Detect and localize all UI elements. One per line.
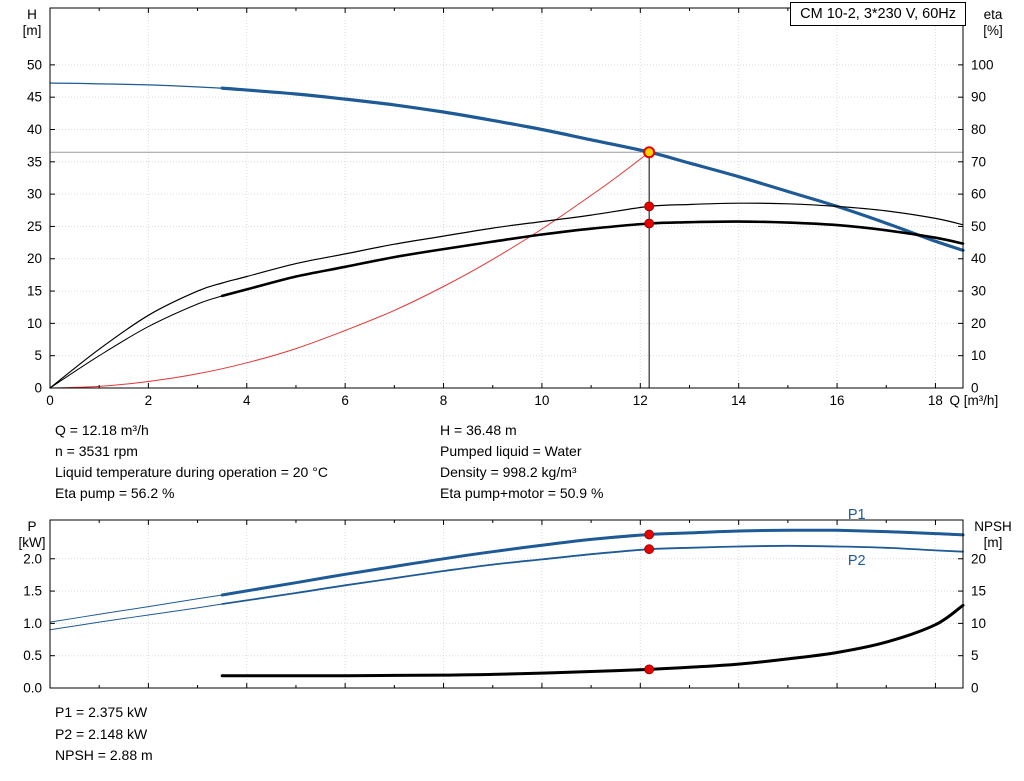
y-right-tick-label: 10 (971, 348, 986, 363)
y-right-tick-label: 80 (971, 122, 986, 137)
y-right-tick-label: 20 (971, 316, 986, 331)
y-right-tick-label: 40 (971, 251, 986, 266)
y-right-tick-label: 100 (971, 57, 994, 72)
y-right-tick-label: 5 (971, 648, 979, 663)
gridlines (50, 520, 963, 688)
y-right-tick-label: 0 (971, 381, 979, 396)
y-right-axis-unit: [m] (984, 535, 1003, 550)
y-left-tick-label: 30 (27, 187, 42, 202)
power-npsh-chart: 0.0 0.5 1.0 1.5 2.0 0 5 10 15 20 P[kW] NPSH[m] P1 P2 (19, 507, 1012, 696)
info-line-eta-pump: Eta pump = 56.2 % (55, 485, 175, 501)
y-right-tick-label: 0 (971, 681, 979, 696)
y-right-tick-label: 70 (971, 154, 986, 169)
y-left-tick-label: 0.0 (23, 681, 42, 696)
system-curve (49, 151, 650, 389)
y-left-tick-label: 40 (27, 122, 42, 137)
p2-curve (221, 544, 964, 605)
qh-eta-chart: 0 2 4 6 8 10 12 14 16 18 Q [m³/h]05101520253035404… (23, 7, 1003, 408)
info-line-liquid-temperature: Liquid temperature during operation = 20… (55, 464, 328, 480)
info-line-eta-pump-motor: Eta pump+motor = 50.9 % (440, 485, 604, 501)
y-left-tick-label: 2.0 (23, 551, 42, 566)
info-line-head: H = 36.48 m (440, 422, 517, 438)
gridlines (50, 8, 963, 388)
y-left-tick-label: 0 (34, 381, 42, 396)
y-left-tick-label: 1.0 (23, 616, 42, 631)
y-left-tick-label: 50 (27, 57, 42, 72)
eta-pump-motor-curve (220, 220, 965, 298)
operating-point-right-column: H = 36.48 m Pumped liquid = Water Densit… (440, 420, 603, 504)
axis-ticks (49, 520, 963, 689)
axis-ticks (49, 8, 963, 389)
info-line-density: Density = 998.2 kg/m³ (440, 464, 577, 480)
series-label-p2: P2 (848, 553, 866, 569)
x-tick-label: 6 (341, 393, 349, 408)
head-curve-outside-range (49, 82, 223, 89)
x-tick-label: 0 (46, 393, 54, 408)
y-left-axis-name: P (27, 519, 36, 534)
operating-point-dot (644, 664, 655, 675)
y-left-tick-label: 45 (27, 90, 42, 105)
y-right-tick-label: 50 (971, 219, 986, 234)
duty-point-marker (643, 146, 656, 159)
pump-model-label: CM 10-2, 3*230 V, 60Hz (800, 6, 956, 22)
info-line-flow: Q = 12.18 m³/h (55, 422, 149, 438)
y-left-tick-label: 1.5 (23, 584, 42, 599)
power-results-block: P1 = 2.375 kW P2 = 2.148 kW NPSH = 2.88 … (55, 702, 153, 767)
info-line-p1: P1 = 2.375 kW (55, 704, 148, 720)
y-left-tick-label: 20 (27, 251, 42, 266)
info-line-pumped-liquid: Pumped liquid = Water (440, 443, 582, 459)
x-tick-label: 14 (731, 393, 747, 408)
y-right-tick-label: 20 (971, 551, 986, 566)
y-right-tick-label: 30 (971, 284, 986, 299)
operating-point-left-column: Q = 12.18 m³/h n = 3531 rpm Liquid tempe… (55, 420, 328, 504)
y-left-tick-label: 10 (27, 316, 42, 331)
eta-pump-curve (49, 202, 964, 389)
operating-point-dot (644, 201, 655, 212)
y-right-tick-label: 60 (971, 187, 986, 202)
y-right-axis-name: NPSH (974, 519, 1012, 534)
operating-point-dot (644, 529, 655, 540)
operating-point-dot (644, 544, 655, 555)
head-curve (220, 86, 965, 252)
pump-model-box: CM 10-2, 3*230 V, 60Hz (790, 2, 966, 26)
plot-frame (49, 7, 964, 389)
npsh-curve (220, 603, 965, 678)
y-right-tick-label: 10 (971, 616, 986, 631)
y-left-axis-unit: [m] (23, 23, 42, 38)
info-line-speed: n = 3531 rpm (55, 443, 138, 459)
x-tick-label: 2 (145, 393, 153, 408)
y-left-axis-unit: [kW] (19, 535, 46, 550)
x-tick-label: 8 (440, 393, 448, 408)
operating-point-dot (644, 218, 655, 229)
info-line-p2: P2 = 2.148 kW (55, 725, 148, 742)
x-tick-label: 16 (830, 393, 845, 408)
y-right-tick-label: 90 (971, 90, 986, 105)
plot-frame (49, 519, 964, 689)
p1-curve-outside-range (49, 594, 223, 623)
x-tick-label: 10 (534, 393, 549, 408)
p2-curve-outside-range (49, 603, 223, 631)
x-axis-label: Q [m³/h] (949, 393, 998, 408)
series-label-p1: P1 (848, 507, 866, 523)
x-tick-label: 4 (243, 393, 251, 408)
y-right-axis-unit: [%] (983, 23, 1003, 38)
y-right-tick-label: 15 (971, 584, 986, 599)
y-left-tick-label: 0.5 (23, 648, 42, 663)
info-line-npsh: NPSH = 2.88 m (55, 747, 153, 763)
y-left-axis-name: H (27, 7, 37, 22)
y-left-tick-label: 5 (34, 348, 42, 363)
x-tick-label: 18 (928, 393, 943, 408)
y-left-tick-label: 25 (27, 219, 42, 234)
y-left-tick-label: 15 (27, 284, 42, 299)
p1-curve (220, 528, 965, 597)
eta-pump-motor-curve-outside-range (49, 295, 223, 389)
y-left-tick-label: 35 (27, 154, 42, 169)
y-right-axis-name: eta (984, 7, 1003, 22)
x-tick-label: 12 (633, 393, 648, 408)
